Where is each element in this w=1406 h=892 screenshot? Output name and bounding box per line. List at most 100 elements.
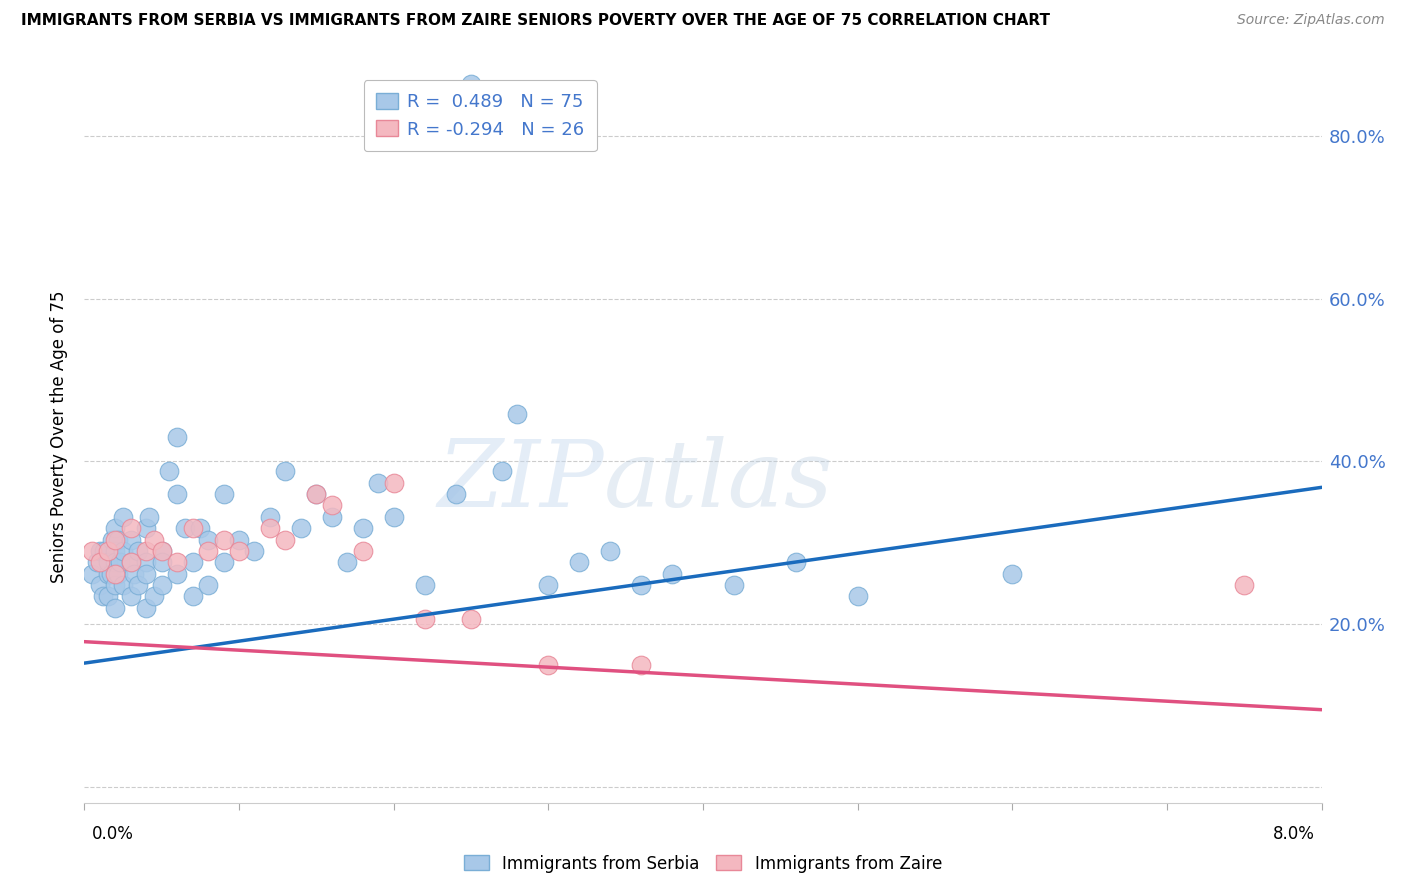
Point <box>336 649 359 664</box>
Point <box>120 625 142 640</box>
Point <box>89 649 111 664</box>
Point <box>104 681 127 696</box>
Point <box>661 657 683 672</box>
Legend: R =  0.489   N = 75, R = -0.294   N = 26: R = 0.489 N = 75, R = -0.294 N = 26 <box>364 80 596 152</box>
Point <box>228 633 250 648</box>
Point <box>91 673 114 688</box>
Point <box>537 723 560 737</box>
Point <box>101 633 124 648</box>
Point <box>321 617 343 632</box>
Point <box>159 584 180 599</box>
Point <box>89 665 111 680</box>
Point <box>181 673 204 688</box>
Point <box>135 649 157 664</box>
Point <box>413 690 436 705</box>
Point <box>135 641 157 656</box>
Point <box>120 649 142 664</box>
Point <box>212 633 235 648</box>
Point <box>150 641 173 656</box>
Point <box>138 617 160 632</box>
Point <box>413 665 436 680</box>
Point <box>96 673 120 688</box>
Point <box>86 649 108 664</box>
Point <box>460 308 482 322</box>
Point <box>104 649 127 664</box>
Point <box>82 641 104 656</box>
Point <box>1001 657 1024 672</box>
Point <box>93 641 115 656</box>
Point <box>599 641 621 656</box>
Point <box>382 617 405 632</box>
Point <box>96 641 120 656</box>
Point <box>382 592 405 607</box>
Point <box>630 723 652 737</box>
Point <box>128 641 150 656</box>
Point <box>568 649 591 664</box>
Point <box>104 641 127 656</box>
Point <box>181 649 204 664</box>
Point <box>181 625 204 640</box>
Point <box>112 665 135 680</box>
Point <box>846 673 869 688</box>
Point <box>352 641 374 656</box>
Point <box>290 625 312 640</box>
Point <box>104 625 127 640</box>
Point <box>112 617 135 632</box>
Point <box>444 600 467 615</box>
Point <box>630 665 652 680</box>
Point <box>107 633 129 648</box>
Point <box>120 633 142 648</box>
Text: 8.0%: 8.0% <box>1272 825 1315 843</box>
Point <box>1233 665 1256 680</box>
Point <box>89 641 111 656</box>
Point <box>228 641 250 656</box>
Point <box>188 625 212 640</box>
Point <box>120 673 142 688</box>
Point <box>108 649 131 664</box>
Point <box>143 673 166 688</box>
Point <box>460 690 482 705</box>
Text: IMMIGRANTS FROM SERBIA VS IMMIGRANTS FROM ZAIRE SENIORS POVERTY OVER THE AGE OF : IMMIGRANTS FROM SERBIA VS IMMIGRANTS FRO… <box>21 13 1050 29</box>
Point <box>166 600 188 615</box>
Point <box>274 584 297 599</box>
Point <box>197 665 219 680</box>
Point <box>321 608 343 623</box>
Point <box>96 649 120 664</box>
Point <box>259 617 281 632</box>
Point <box>128 665 150 680</box>
Point <box>197 641 219 656</box>
Point <box>305 600 328 615</box>
Y-axis label: Seniors Poverty Over the Age of 75: Seniors Poverty Over the Age of 75 <box>51 291 69 583</box>
Point <box>135 625 157 640</box>
Point <box>104 657 127 672</box>
Point <box>135 657 157 672</box>
Text: 0.0%: 0.0% <box>91 825 134 843</box>
Point <box>166 649 188 664</box>
Point <box>1187 129 1209 144</box>
Point <box>112 641 135 656</box>
Point <box>723 665 745 680</box>
Point <box>174 625 197 640</box>
Point <box>537 665 560 680</box>
Point <box>243 641 266 656</box>
Text: ZIP: ZIP <box>437 436 605 526</box>
Point <box>122 657 145 672</box>
Point <box>785 649 807 664</box>
Text: atlas: atlas <box>605 436 834 526</box>
Point <box>150 649 173 664</box>
Point <box>274 633 297 648</box>
Point <box>104 665 127 680</box>
Text: Source: ZipAtlas.com: Source: ZipAtlas.com <box>1237 13 1385 28</box>
Point <box>150 665 173 680</box>
Point <box>96 657 120 672</box>
Point <box>305 600 328 615</box>
Point <box>212 649 235 664</box>
Point <box>166 657 188 672</box>
Point <box>82 657 104 672</box>
Point <box>197 633 219 648</box>
Point <box>150 641 173 656</box>
Point <box>212 600 235 615</box>
Point <box>352 625 374 640</box>
Point <box>259 625 281 640</box>
Point <box>104 633 127 648</box>
